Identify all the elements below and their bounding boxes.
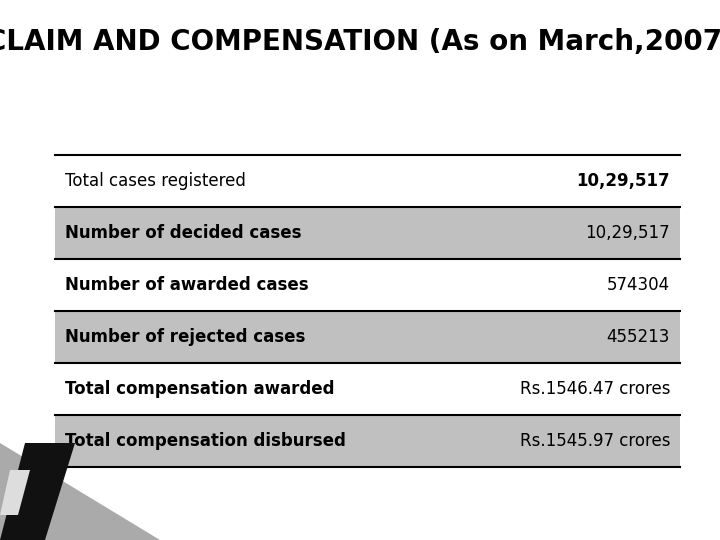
Text: 10,29,517: 10,29,517	[577, 172, 670, 190]
Polygon shape	[0, 443, 160, 540]
Text: Total compensation disbursed: Total compensation disbursed	[65, 432, 346, 450]
Text: 574304: 574304	[607, 276, 670, 294]
Polygon shape	[0, 443, 75, 540]
Text: Rs.1546.47 crores: Rs.1546.47 crores	[520, 380, 670, 398]
Bar	[55, 207, 680, 259]
Bar	[55, 415, 680, 467]
Text: Number of awarded cases: Number of awarded cases	[65, 276, 309, 294]
Text: Number of rejected cases: Number of rejected cases	[65, 328, 305, 346]
Text: Total cases registered: Total cases registered	[65, 172, 246, 190]
Text: CLAIM AND COMPENSATION (As on March,2007): CLAIM AND COMPENSATION (As on March,2007…	[0, 28, 720, 56]
Bar	[55, 311, 680, 363]
Text: Total compensation awarded: Total compensation awarded	[65, 380, 335, 398]
Text: 10,29,517: 10,29,517	[585, 224, 670, 242]
Text: Number of decided cases: Number of decided cases	[65, 224, 302, 242]
Polygon shape	[0, 470, 30, 515]
Text: 455213: 455213	[607, 328, 670, 346]
Text: Rs.1545.97 crores: Rs.1545.97 crores	[520, 432, 670, 450]
